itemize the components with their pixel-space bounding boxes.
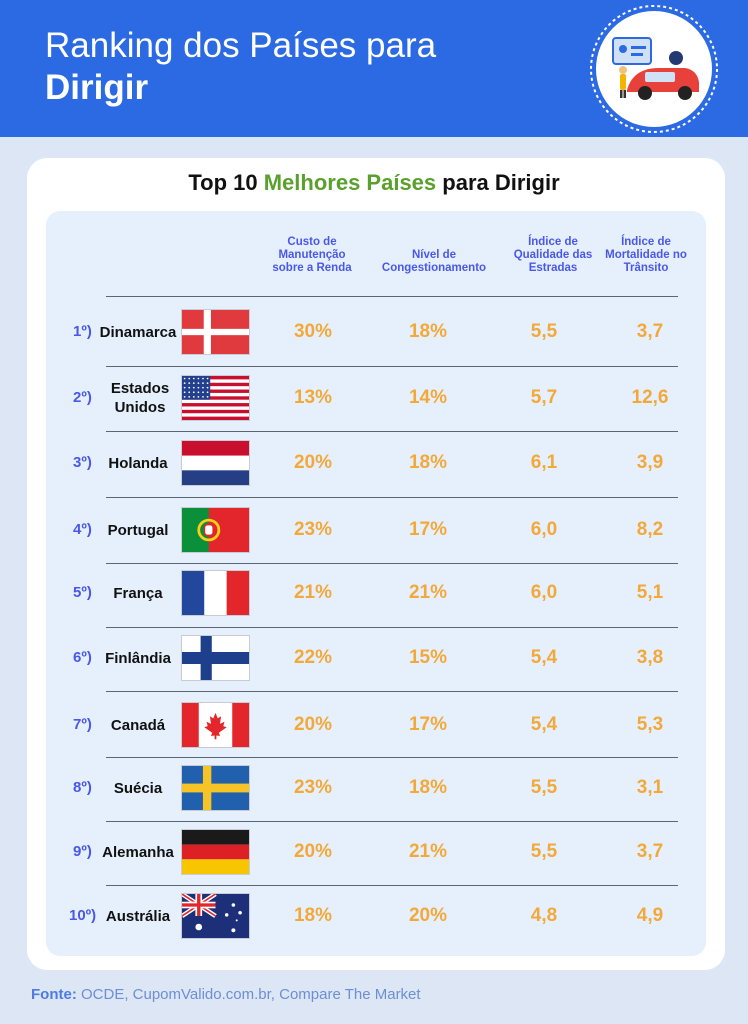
rank-label: 4º) <box>73 521 92 538</box>
congestion-value: 18% <box>408 452 448 473</box>
road-quality-value: 5,4 <box>530 714 558 735</box>
table-title-part1: Top 10 <box>188 170 264 195</box>
congestion-value: 20% <box>408 905 448 926</box>
rank-label: 7º) <box>73 716 92 733</box>
mortality-value: 4,9 <box>636 905 664 926</box>
page-title-line1: Ranking dos Países para <box>45 26 437 65</box>
table-title-part2: para Dirigir <box>436 170 560 195</box>
congestion-value: 15% <box>408 647 448 668</box>
mortality-value: 3,7 <box>636 321 664 342</box>
country-name: Dinamarca <box>99 324 177 341</box>
mortality-value: 12,6 <box>631 387 669 408</box>
mortality-value: 5,3 <box>636 714 664 735</box>
congestion-value: 17% <box>408 519 448 540</box>
rank-label: 1º) <box>73 323 92 340</box>
netherlands-flag-icon <box>181 440 250 486</box>
congestion-value: 18% <box>408 777 448 798</box>
country-name: Alemanha <box>102 844 174 861</box>
maintenance-cost-value: 20% <box>293 452 333 473</box>
rank-label: 3º) <box>73 454 92 471</box>
table-title-highlight: Melhores Países <box>263 170 437 195</box>
country-name: Estados Unidos <box>110 380 170 416</box>
mortality-value: 8,2 <box>636 519 664 540</box>
maintenance-cost-value: 20% <box>293 714 333 735</box>
road-quality-value: 5,5 <box>530 841 558 862</box>
germany-flag-icon <box>181 829 250 875</box>
source-label: Fonte: <box>31 986 77 1003</box>
column-header-road-quality: Índice de Qualidade das Estradas <box>513 236 593 274</box>
row-divider <box>106 691 678 692</box>
column-header-maintenance-cost: Custo de Manutenção sobre a Renda <box>272 236 352 274</box>
row-divider <box>106 821 678 822</box>
road-quality-value: 5,5 <box>530 321 558 342</box>
denmark-flag-icon <box>181 309 250 355</box>
page-title: Ranking dos Países para Dirigir <box>45 26 436 108</box>
country-name: Holanda <box>108 455 168 472</box>
country-name: Austrália <box>105 908 171 925</box>
portugal-flag-icon <box>181 507 250 553</box>
page-title-line2: Dirigir <box>45 68 149 107</box>
column-header-congestion: Nível de Congestionamento <box>381 249 487 274</box>
row-divider <box>106 497 678 498</box>
finland-flag-icon <box>181 635 250 681</box>
road-quality-value: 6,0 <box>530 582 558 603</box>
road-quality-value: 4,8 <box>530 905 558 926</box>
rank-label: 9º) <box>73 843 92 860</box>
road-quality-value: 5,5 <box>530 777 558 798</box>
mortality-value: 5,1 <box>636 582 664 603</box>
congestion-value: 21% <box>408 582 448 603</box>
congestion-value: 18% <box>408 321 448 342</box>
mortality-value: 3,8 <box>636 647 664 668</box>
row-divider <box>106 627 678 628</box>
country-name: Canadá <box>110 717 166 734</box>
sweden-flag-icon <box>181 765 250 811</box>
road-quality-value: 5,7 <box>530 387 558 408</box>
maintenance-cost-value: 18% <box>293 905 333 926</box>
rank-label: 5º) <box>73 584 92 601</box>
row-divider <box>106 296 678 297</box>
country-name: França <box>113 585 163 602</box>
maintenance-cost-value: 13% <box>293 387 333 408</box>
table-title: Top 10 Melhores Países para Dirigir <box>0 170 748 196</box>
country-name: Finlândia <box>105 650 171 667</box>
source-text: OCDE, CupomValido.com.br, Compare The Ma… <box>76 986 421 1003</box>
mortality-value: 3,7 <box>636 841 664 862</box>
congestion-value: 14% <box>408 387 448 408</box>
table-panel <box>46 211 706 956</box>
rank-label: 10º) <box>69 907 97 924</box>
rank-label: 6º) <box>73 649 92 666</box>
france-flag-icon <box>181 570 250 616</box>
row-divider <box>106 757 678 758</box>
country-name: Portugal <box>107 522 169 539</box>
australia-flag-icon <box>181 893 250 939</box>
maintenance-cost-value: 23% <box>293 777 333 798</box>
row-divider <box>106 563 678 564</box>
maintenance-cost-value: 20% <box>293 841 333 862</box>
header-banner: Ranking dos Países para Dirigir <box>0 0 748 137</box>
country-name: Suécia <box>113 780 163 797</box>
road-quality-value: 5,4 <box>530 647 558 668</box>
congestion-value: 21% <box>408 841 448 862</box>
car-driver-badge-icon <box>589 4 719 134</box>
congestion-value: 17% <box>408 714 448 735</box>
maintenance-cost-value: 22% <box>293 647 333 668</box>
canada-flag-icon <box>181 702 250 748</box>
mortality-value: 3,9 <box>636 452 664 473</box>
maintenance-cost-value: 30% <box>293 321 333 342</box>
row-divider <box>106 885 678 886</box>
usa-flag-icon <box>181 375 250 421</box>
maintenance-cost-value: 23% <box>293 519 333 540</box>
row-divider <box>106 431 678 432</box>
row-divider <box>106 366 678 367</box>
maintenance-cost-value: 21% <box>293 582 333 603</box>
road-quality-value: 6,1 <box>530 452 558 473</box>
source-note: Fonte: OCDE, CupomValido.com.br, Compare… <box>31 986 421 1003</box>
rank-label: 8º) <box>73 779 92 796</box>
column-header-traffic-mortality: Índice de Mortalidade no Trânsito <box>605 236 687 274</box>
rank-label: 2º) <box>73 389 92 406</box>
road-quality-value: 6,0 <box>530 519 558 540</box>
mortality-value: 3,1 <box>636 777 664 798</box>
